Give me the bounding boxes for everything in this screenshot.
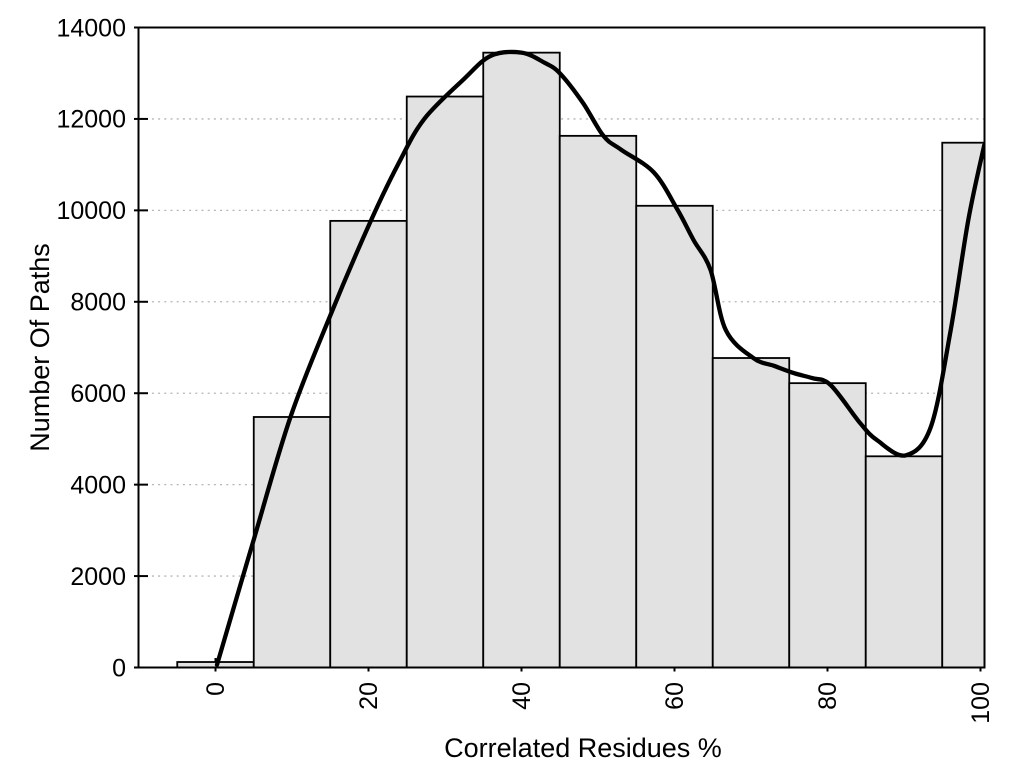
x-tick-label: 60 [661, 682, 689, 710]
histogram-bar [941, 141, 985, 668]
x-tick-label: 20 [355, 682, 383, 710]
histogram-bars [176, 51, 985, 668]
y-tick-label: 14000 [56, 14, 126, 42]
histogram-bar [635, 204, 714, 668]
histogram-bar [864, 455, 944, 668]
histogram-bar [482, 51, 561, 668]
y-tick-label: 2000 [70, 563, 126, 591]
y-tick-label: 8000 [70, 289, 126, 317]
y-tick-label: 12000 [56, 106, 126, 134]
y-tick-label: 6000 [70, 380, 126, 408]
y-tick-labels: 0 2000 4000 6000 8000 10000 12000 14000 [56, 14, 126, 682]
x-tick-label: 80 [814, 682, 842, 710]
x-axis-title: Correlated Residues % [444, 733, 722, 763]
plot-frame [137, 26, 986, 669]
histogram-bar [558, 134, 638, 668]
y-tick-label: 0 [112, 654, 126, 682]
density-curve [214, 49, 985, 667]
x-tick-label: 100 [967, 682, 995, 724]
y-axis-title: Number Of Paths [25, 243, 55, 452]
x-tick-label: 0 [202, 682, 230, 696]
x-tick-label: 40 [508, 682, 536, 710]
histogram-bar [711, 357, 791, 668]
y-tick-label: 10000 [56, 197, 126, 225]
histogram-bar [405, 95, 485, 668]
x-tick-labels: 0 20 40 60 80 100 [202, 682, 995, 724]
y-tick-label: 4000 [70, 471, 126, 499]
histogram-bar [252, 416, 332, 668]
histogram-bar [788, 382, 867, 668]
